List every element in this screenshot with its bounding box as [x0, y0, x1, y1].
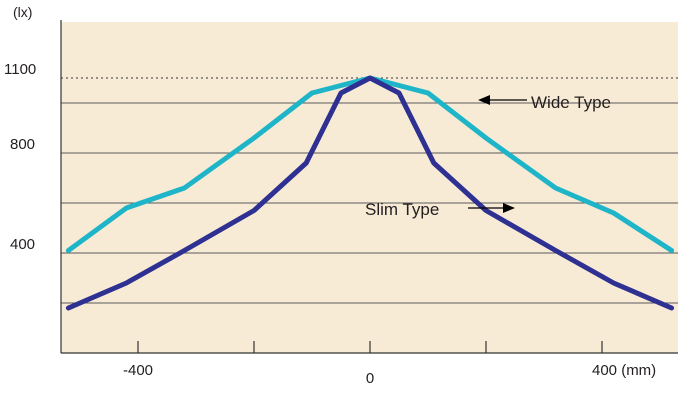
annotation-slim-type: Slim Type: [365, 200, 439, 219]
y-tick-label-400: 400: [10, 236, 35, 253]
y-unit-label: (lx): [13, 4, 32, 20]
arrow-slim-type-head: [503, 203, 515, 213]
y-tick-label-1100: 1100: [4, 61, 36, 78]
y-tick-label-800: 800: [10, 136, 35, 153]
series-line-slim-type: [65, 75, 675, 311]
arrow-wide-type-head: [478, 95, 490, 105]
annotation-wide-type: Wide Type: [531, 93, 611, 112]
x-tick-label-0: 0: [366, 370, 374, 387]
x-tick-label--400: -400: [123, 362, 153, 379]
x-tick-label-400: 400 (mm): [592, 362, 656, 379]
